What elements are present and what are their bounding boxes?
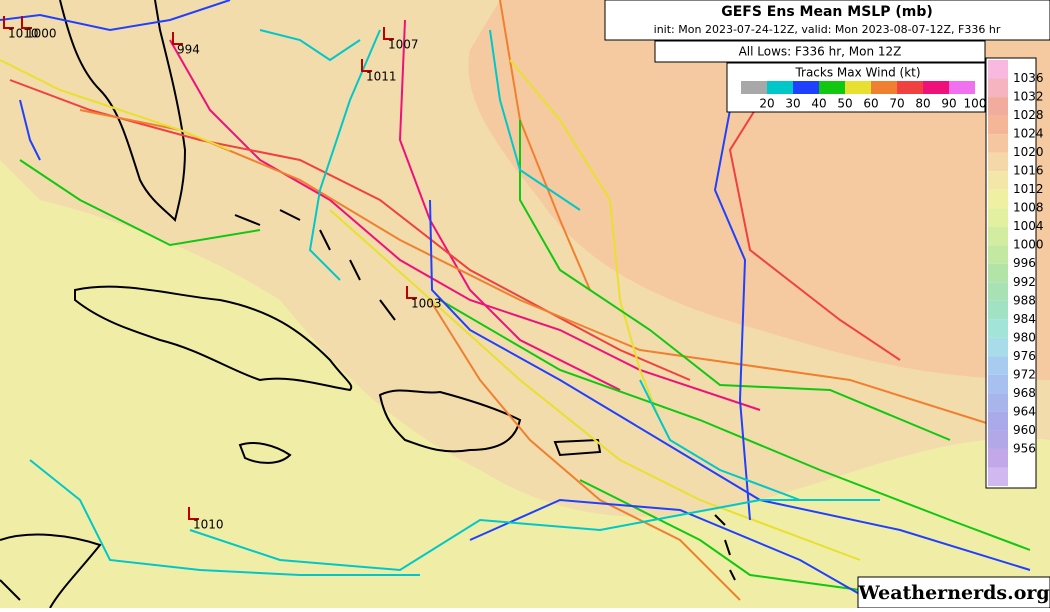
colorbar-swatch (988, 208, 1008, 227)
colorbar-swatch (988, 300, 1008, 320)
wind-label: 80 (915, 97, 930, 111)
low-marker (172, 32, 183, 45)
wind-swatch (897, 81, 923, 94)
colorbar-label: 1008 (1013, 201, 1044, 215)
low-marker (383, 27, 394, 40)
colorbar-swatch (988, 60, 1008, 79)
colorbar-label: 1012 (1013, 182, 1044, 196)
watermark-box (857, 576, 1050, 609)
wind-swatch (845, 81, 871, 94)
low-marker (3, 16, 14, 29)
wind-label: 70 (889, 97, 904, 111)
colorbar-label: 964 (1013, 404, 1036, 418)
coastlines (0, 0, 736, 609)
wind-swatch (949, 81, 975, 94)
low-label: 1000 (26, 27, 57, 41)
colorbar-label: 1032 (1013, 90, 1044, 104)
lows-caption: All Lows: F336 hr, Mon 12Z (739, 45, 902, 59)
colorbar-swatch (988, 337, 1008, 357)
wind-swatch (793, 81, 819, 94)
low-marker (21, 16, 32, 29)
tracks (0, 0, 1031, 601)
colorbar-swatch (988, 430, 1008, 449)
wind-legend-title: Tracks Max Wind (kt) (794, 66, 920, 80)
colorbar-label: 996 (1013, 256, 1036, 270)
wind-swatch (819, 81, 845, 94)
colorbar-label: 992 (1013, 275, 1036, 289)
colorbar-label: 984 (1013, 312, 1036, 326)
low-marker (406, 286, 417, 299)
colorbar-label: 1020 (1013, 145, 1044, 159)
colorbar-swatch (988, 282, 1008, 301)
wind-swatch (923, 81, 949, 94)
wind-legend: 20 30 40 50 60 70 80 90 100 (741, 81, 986, 111)
colorbar-swatch (988, 245, 1008, 264)
colorbar-swatch (988, 467, 1008, 486)
colorbar-label: 1028 (1013, 108, 1044, 122)
wind-swatch (741, 81, 767, 94)
colorbar-label: 1000 (1013, 238, 1044, 252)
colorbar-swatch (988, 189, 1008, 209)
wind-label: 90 (941, 97, 956, 111)
colorbar-swatch (988, 171, 1008, 190)
wind-swatch (871, 81, 897, 94)
colorbar: 1036 1032 1028 1024 1020 1016 1012 1008 1004 1000… (988, 60, 1044, 486)
colorbar-swatch (988, 226, 1008, 246)
lows-caption-box (654, 40, 986, 63)
colorbar-swatch (988, 134, 1008, 153)
wind-label: 40 (811, 97, 826, 111)
title-box (604, 0, 1050, 41)
colorbar-swatch (988, 319, 1008, 338)
colorbar-label: 968 (1013, 386, 1036, 400)
low-marker (188, 507, 199, 520)
colorbar-label: 980 (1013, 330, 1036, 344)
title: GEFS Ens Mean MSLP (mb) (721, 4, 933, 20)
colorbar-swatch (988, 78, 1008, 98)
wind-swatch (767, 81, 793, 94)
colorbar-label: 1004 (1013, 219, 1044, 233)
colorbar-label: 1016 (1013, 164, 1044, 178)
subtitle: init: Mon 2023-07-24-12Z, valid: Mon 202… (654, 23, 1001, 36)
low-label: 1003 (411, 297, 442, 311)
colorbar-swatch (988, 263, 1008, 283)
colorbar-label: 1024 (1013, 127, 1044, 141)
low-label: 1010 (193, 518, 224, 532)
colorbar-swatch (988, 356, 1008, 375)
colorbar-swatch (988, 374, 1008, 394)
low-label: 1010 (8, 27, 39, 41)
colorbar-swatch (988, 411, 1008, 431)
low-marker (361, 59, 372, 72)
colorbar-swatch (988, 448, 1008, 468)
colorbar-swatch (988, 115, 1008, 135)
colorbar-label: 972 (1013, 367, 1036, 381)
colorbar-label: 988 (1013, 293, 1036, 307)
wind-label: 20 (759, 97, 774, 111)
wind-label: 50 (837, 97, 852, 111)
colorbar-swatch (988, 393, 1008, 412)
colorbar-swatch (988, 97, 1008, 116)
wind-label: 60 (863, 97, 878, 111)
wind-label: 100 (964, 97, 987, 111)
colorbar-label: 976 (1013, 349, 1036, 363)
colorbar-swatch (988, 152, 1008, 172)
colorbar-label: 1036 (1013, 71, 1044, 85)
low-label: 1011 (366, 70, 397, 84)
low-label: 1007 (388, 38, 419, 52)
low-label: 994 (177, 43, 200, 57)
colorbar-label: 960 (1013, 423, 1036, 437)
watermark: Weathernerds.org (857, 582, 1049, 604)
colorbar-label: 956 (1013, 441, 1036, 455)
wind-label: 30 (785, 97, 800, 111)
